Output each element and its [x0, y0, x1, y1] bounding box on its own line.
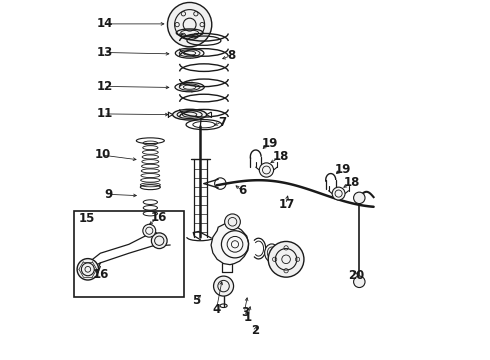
Text: 3: 3: [241, 306, 249, 319]
Circle shape: [151, 233, 167, 249]
Circle shape: [214, 276, 234, 296]
Circle shape: [268, 242, 304, 277]
Text: 6: 6: [239, 184, 247, 197]
Text: 9: 9: [104, 188, 112, 201]
Text: 18: 18: [273, 150, 289, 163]
Circle shape: [168, 3, 212, 47]
Text: 12: 12: [97, 80, 113, 93]
Ellipse shape: [175, 48, 204, 58]
Text: 4: 4: [213, 303, 221, 316]
Text: 1: 1: [244, 311, 252, 324]
Circle shape: [143, 224, 156, 237]
Text: 7: 7: [218, 116, 226, 129]
Polygon shape: [211, 224, 248, 265]
Circle shape: [259, 163, 273, 177]
Ellipse shape: [172, 109, 207, 120]
Text: 15: 15: [78, 212, 95, 225]
Text: 16: 16: [151, 211, 168, 224]
Ellipse shape: [175, 82, 204, 92]
FancyBboxPatch shape: [74, 211, 184, 297]
Text: 17: 17: [279, 198, 295, 211]
Text: 5: 5: [192, 294, 200, 307]
Text: 14: 14: [97, 17, 113, 30]
Text: 10: 10: [94, 148, 111, 162]
Text: 13: 13: [97, 46, 113, 59]
Text: 18: 18: [343, 176, 360, 189]
Text: 8: 8: [227, 49, 235, 62]
Text: 19: 19: [262, 137, 278, 150]
Circle shape: [332, 187, 345, 200]
Text: 20: 20: [348, 269, 365, 282]
Ellipse shape: [265, 244, 279, 262]
Text: 11: 11: [97, 107, 113, 120]
Text: 19: 19: [335, 163, 351, 176]
Circle shape: [224, 214, 241, 230]
Text: 16: 16: [93, 268, 110, 281]
Circle shape: [77, 258, 98, 280]
Circle shape: [354, 276, 365, 288]
Circle shape: [354, 192, 365, 203]
Text: 2: 2: [251, 324, 260, 337]
